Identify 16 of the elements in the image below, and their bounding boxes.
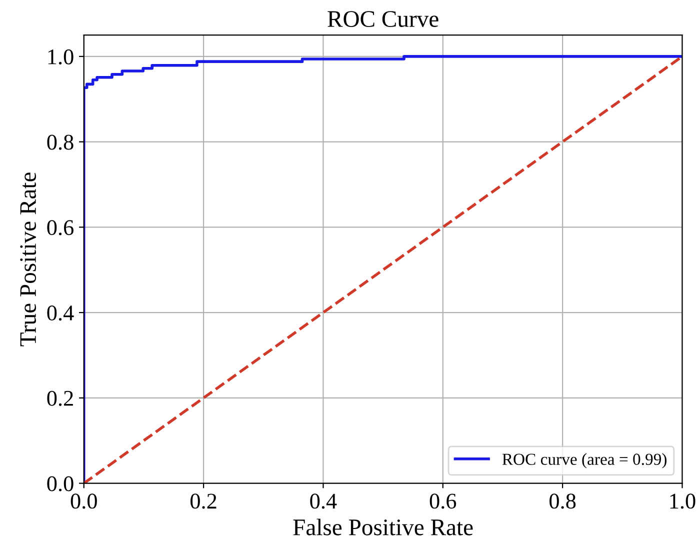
x-tick-label: 0.4 (310, 494, 337, 509)
legend-label: ROC curve (area = 0.99) (502, 453, 666, 468)
x-axis-title: False Positive Rate (293, 518, 473, 536)
x-tick-label: 0.2 (190, 494, 216, 509)
y-tick-label: 0.0 (47, 476, 74, 492)
y-tick-label: 1.0 (48, 49, 74, 64)
x-tick-label: 0.0 (70, 494, 97, 509)
y-tick-label: 0.8 (47, 134, 74, 150)
y-axis-title: True Positive Rate (20, 172, 36, 346)
y-tick-label: 0.4 (47, 305, 74, 321)
y-tick-label: 0.2 (47, 390, 73, 406)
y-tick-label: 0.6 (47, 220, 74, 236)
x-tick-label: 0.6 (430, 494, 456, 509)
x-tick-label: 1.0 (670, 494, 696, 509)
x-tick-label: 0.8 (550, 494, 576, 509)
chart-title: ROC Curve (328, 11, 438, 27)
